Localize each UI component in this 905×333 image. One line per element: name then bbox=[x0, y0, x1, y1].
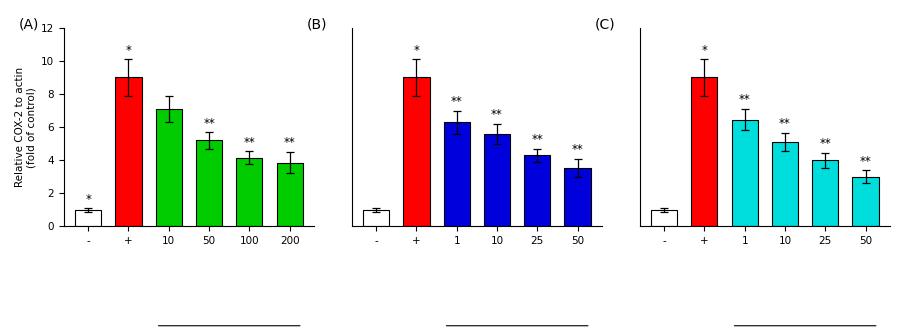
Bar bbox=[236, 158, 262, 226]
Bar bbox=[196, 141, 222, 226]
Bar bbox=[524, 155, 550, 226]
Text: **: ** bbox=[572, 143, 584, 156]
Bar bbox=[651, 210, 677, 226]
Text: **: ** bbox=[451, 95, 462, 108]
Bar bbox=[565, 168, 591, 226]
Text: *: * bbox=[85, 193, 91, 206]
Bar bbox=[116, 78, 141, 226]
Bar bbox=[772, 142, 798, 226]
Bar bbox=[484, 134, 510, 226]
Bar bbox=[363, 210, 389, 226]
Text: **: ** bbox=[491, 108, 503, 121]
Text: **: ** bbox=[738, 94, 750, 107]
Text: **: ** bbox=[284, 137, 296, 150]
Text: *: * bbox=[126, 44, 131, 57]
Bar bbox=[404, 78, 430, 226]
Text: (B): (B) bbox=[307, 18, 327, 32]
Text: **: ** bbox=[531, 133, 543, 146]
Bar bbox=[731, 120, 757, 226]
Text: *: * bbox=[701, 44, 708, 57]
Bar bbox=[853, 177, 879, 226]
Y-axis label: Relative COX-2 to actin
(fold of control): Relative COX-2 to actin (fold of control… bbox=[15, 67, 36, 187]
Bar bbox=[75, 210, 101, 226]
Text: **: ** bbox=[819, 137, 831, 150]
Bar bbox=[812, 160, 838, 226]
Text: (A): (A) bbox=[19, 18, 39, 32]
Bar bbox=[443, 122, 470, 226]
Text: (C): (C) bbox=[595, 18, 615, 32]
Bar bbox=[156, 109, 182, 226]
Bar bbox=[277, 163, 303, 226]
Text: *: * bbox=[414, 44, 419, 57]
Text: **: ** bbox=[779, 118, 791, 131]
Text: **: ** bbox=[204, 117, 215, 130]
Text: **: ** bbox=[243, 136, 255, 149]
Bar bbox=[691, 78, 718, 226]
Text: **: ** bbox=[860, 155, 872, 168]
